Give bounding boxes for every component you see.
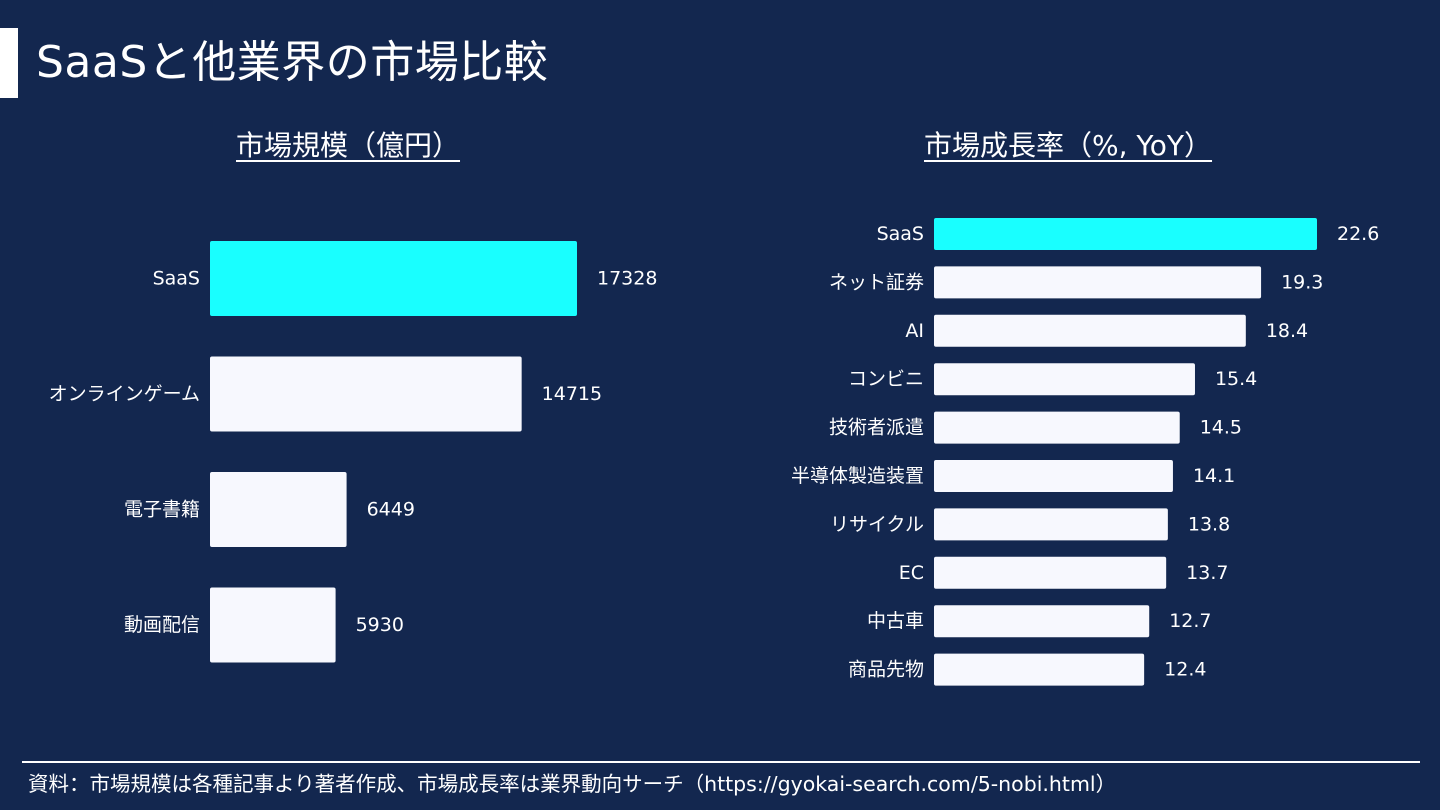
footer-divider [22,761,1420,763]
category-label: オンラインゲーム [49,383,200,405]
category-label: SaaS [153,268,200,290]
value-label: 6449 [367,499,415,521]
bar-5 [934,460,1173,492]
value-label: 12.4 [1164,659,1206,681]
chart-title-growth-rate: 市場成長率（%, YoY） [924,129,1213,162]
chart-title-market-size: 市場規模（億円） [236,129,461,162]
bar-2 [934,314,1246,347]
value-label: 13.7 [1186,562,1228,584]
bar-9 [934,653,1145,686]
title-accent-bar [0,28,18,98]
category-label: 動画配信 [124,614,200,636]
category-label: 中古車 [867,610,924,632]
category-label: 技術者派遣 [829,417,924,439]
value-label: 22.6 [1337,223,1379,245]
page-title: SaaSと他業界の市場比較 [36,37,549,88]
value-label: 12.7 [1169,610,1211,632]
highlight-bar-0 [934,218,1317,250]
category-label: EC [899,562,924,584]
bar-1 [210,356,522,432]
bar-2 [210,472,347,547]
bar-3 [934,363,1195,396]
category-label: コンビニ [848,368,924,390]
bar-4 [934,411,1180,444]
bar-3 [210,587,336,663]
category-label: 電子書籍 [124,499,200,521]
category-label: SaaS [877,223,924,245]
value-label: 18.4 [1266,320,1308,342]
value-label: 15.4 [1215,368,1257,390]
source-footnote: 資料：市場規模は各種記事より著者作成、市場成長率は業界動向サーチ（https:/… [28,772,1117,796]
value-label: 14.1 [1193,465,1235,487]
category-label: 商品先物 [848,659,924,681]
value-label: 14715 [542,383,602,405]
value-label: 14.5 [1200,417,1242,439]
bar-7 [934,556,1167,589]
category-label: ネット証券 [829,271,924,293]
category-label: 半導体製造装置 [791,465,924,487]
bar-1 [934,266,1262,299]
value-label: 19.3 [1281,271,1323,293]
category-label: AI [905,320,924,342]
value-label: 5930 [356,614,404,636]
highlight-bar-0 [210,241,577,316]
bar-8 [934,605,1150,638]
bar-6 [934,508,1168,541]
category-label: リサイクル [830,513,924,535]
value-label: 17328 [597,268,657,290]
value-label: 13.8 [1188,513,1230,535]
